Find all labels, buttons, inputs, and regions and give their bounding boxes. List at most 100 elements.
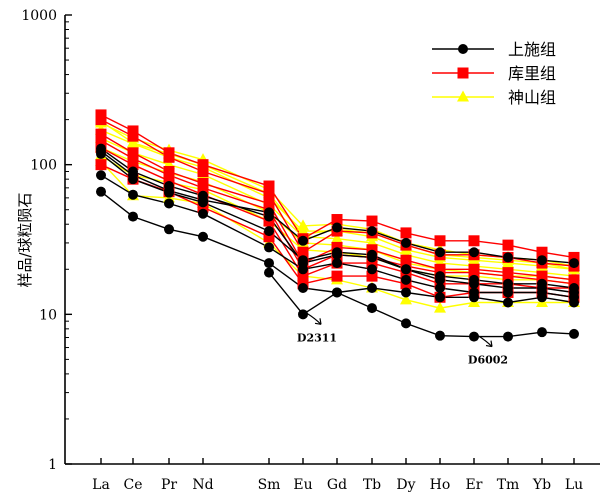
series-square-point: [331, 270, 343, 282]
series-square-point: [197, 182, 209, 194]
annotation-arrow: [477, 335, 493, 348]
series-circle-point: [469, 247, 479, 258]
series-square-point: [263, 231, 275, 243]
series-triangle-point: [127, 136, 139, 148]
legend-point: [457, 90, 469, 102]
x-tick-label: La: [92, 477, 110, 493]
series-square-point: [95, 159, 107, 171]
annotation-label: D2311: [297, 331, 337, 344]
series-circle-point: [435, 282, 445, 293]
x-tick-label: Eu: [293, 477, 312, 493]
y-tick-label: 1000: [21, 8, 57, 24]
series-square-point: [468, 235, 480, 247]
x-tick-label: Ho: [430, 477, 451, 493]
series-square-point: [400, 254, 412, 266]
series-circle-point: [198, 231, 208, 242]
annotation-arrowhead: [314, 318, 322, 325]
x-tick-label: Nd: [192, 477, 213, 493]
series-square-point: [95, 114, 107, 126]
series-square-point: [366, 215, 378, 227]
series-circle-point: [332, 287, 342, 298]
annotation-arrowhead: [485, 340, 493, 348]
series-circle-point: [435, 274, 445, 285]
legend-label: 上施组: [508, 40, 556, 59]
series-markers: [95, 109, 580, 342]
series-square-point: [197, 166, 209, 178]
series-circle-point: [128, 170, 138, 181]
series-circle-point: [537, 327, 547, 338]
series-square-point: [127, 130, 139, 142]
y-tick-label: 10: [39, 307, 57, 323]
legend-point: [457, 67, 469, 79]
series-circle-point: [332, 247, 342, 258]
series-circle-point: [264, 242, 274, 253]
series-triangle-point: [434, 301, 446, 313]
series-circle-point: [128, 211, 138, 222]
series-square-point: [127, 152, 139, 164]
x-tick-label: Tm: [497, 477, 520, 493]
series-circle-point: [401, 237, 411, 248]
annotations: D2311 D6002: [297, 312, 508, 367]
series-circle-point: [503, 297, 513, 308]
series-triangle-point: [400, 293, 412, 305]
series-circle-point: [96, 146, 106, 157]
series-circle-line: [268, 272, 575, 338]
series-circle-point: [469, 278, 479, 289]
series-circle-markers: [96, 143, 579, 342]
legend-item: 上施组: [432, 40, 556, 59]
legend-label: 库里组: [508, 64, 556, 83]
annotation: D2311: [297, 312, 337, 344]
x-tick-label: Er: [466, 477, 483, 493]
series-circle-point: [298, 235, 308, 246]
series-square-line: [100, 133, 575, 281]
series-circle-point: [469, 292, 479, 303]
series-circle-point: [537, 292, 547, 303]
series-square-point: [297, 270, 309, 282]
series-square-point: [95, 135, 107, 147]
x-tick-label: Gd: [327, 477, 347, 493]
series-square-point: [568, 251, 580, 263]
series-square-point: [263, 198, 275, 210]
y-axis-label: 样品/球粒陨石: [16, 192, 34, 287]
y-tick-label: 1: [48, 457, 57, 473]
series-circle-point: [401, 264, 411, 275]
series-circle-point: [332, 222, 342, 233]
series-circle-point: [298, 264, 308, 275]
series-triangle-line: [100, 120, 575, 270]
series-circle-point: [435, 292, 445, 303]
series-circle-point: [569, 297, 579, 308]
series-square-point: [502, 239, 514, 251]
series-circle-point: [128, 189, 138, 200]
series-square-point: [366, 270, 378, 282]
x-tick-label: Pr: [161, 477, 177, 493]
series-circle-point: [198, 195, 208, 206]
series-square-point: [127, 159, 139, 171]
x-axis-ticks: La Ce Pr Nd Sm Eu Gd Tb Dy Ho Er Tm Yb Lu: [92, 458, 583, 493]
series-circle-point: [264, 226, 274, 237]
series-circle-point: [401, 318, 411, 329]
series-square-point: [536, 246, 548, 258]
series-circle-point: [435, 330, 445, 341]
series-square-point: [331, 214, 343, 226]
series-circle-line: [100, 174, 575, 298]
x-tick-label: Ce: [124, 477, 143, 493]
series-triangle-line: [100, 137, 575, 277]
x-tick-label: Yb: [532, 477, 551, 493]
series-circle-point: [264, 207, 274, 218]
series-circle-line: [100, 150, 575, 264]
series-circle-group: [100, 148, 575, 338]
series-circle-point: [569, 328, 579, 339]
series-circle-point: [503, 252, 513, 263]
series-circle-point: [164, 198, 174, 209]
series-circle-point: [298, 309, 308, 320]
series-circle-point: [401, 287, 411, 298]
series-square-point: [95, 128, 107, 140]
series-square-point: [163, 169, 175, 181]
series-square-point: [263, 188, 275, 200]
legend-point: [458, 44, 468, 54]
series-circle-point: [367, 249, 377, 260]
series-circle-point: [164, 185, 174, 196]
y-axis-ticks: 1 10 100 1000: [21, 8, 72, 473]
series-square-point: [400, 227, 412, 239]
